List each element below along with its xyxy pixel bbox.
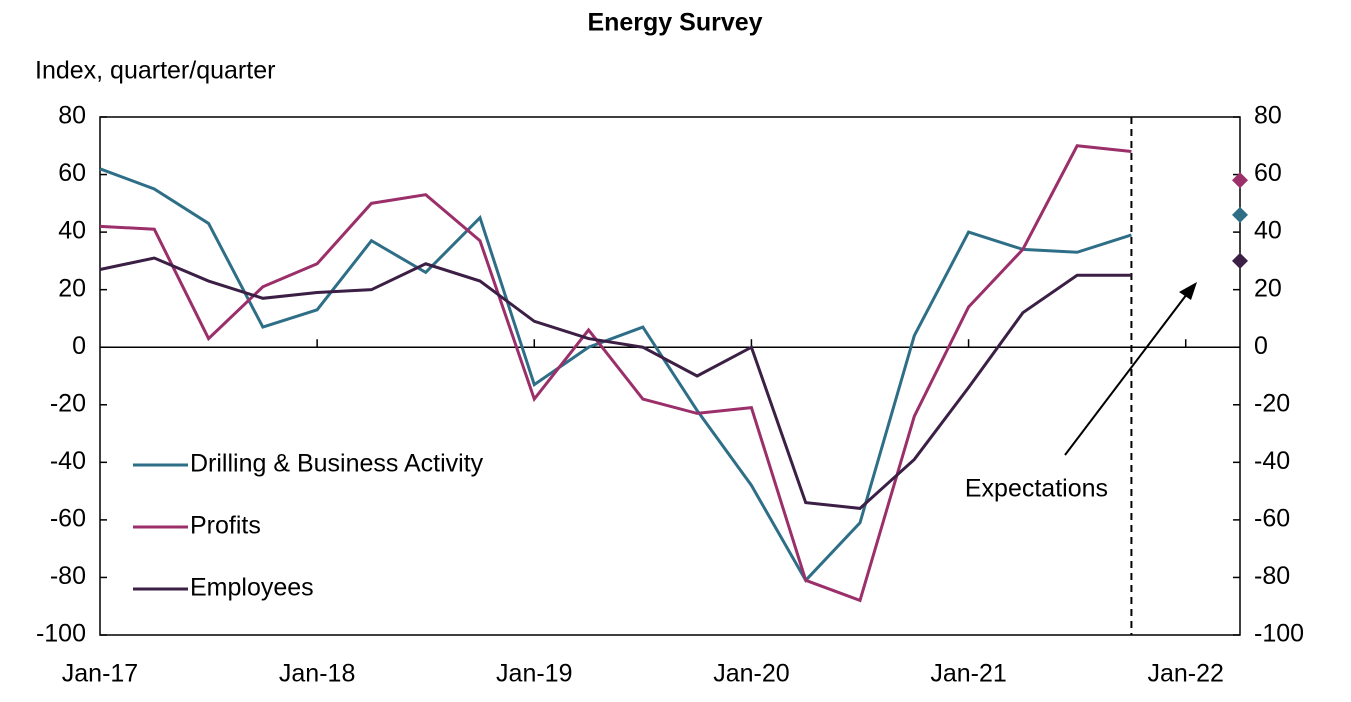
y2-tick-label: -20 <box>1254 389 1290 417</box>
y-tick-label: 20 <box>58 274 86 302</box>
y2-tick-label: -60 <box>1254 504 1290 532</box>
expectation-marker <box>1232 206 1248 223</box>
x-tick-label: Jan-21 <box>930 660 1006 688</box>
y-tick-label: 60 <box>58 159 86 187</box>
expectation-marker <box>1232 252 1248 269</box>
series-line <box>99 167 1132 583</box>
x-tick-label: Jan-17 <box>62 660 138 688</box>
series-line <box>99 256 1132 510</box>
x-tick-label: Jan-19 <box>496 660 572 688</box>
y2-tick-label: 60 <box>1254 159 1282 187</box>
legend-label: Profits <box>190 512 261 540</box>
y-tick-label: 0 <box>72 332 86 360</box>
y-tick-label: -100 <box>36 620 86 648</box>
x-tick-label: Jan-18 <box>279 660 355 688</box>
chart-title: Energy Survey <box>587 9 762 37</box>
y-tick-label: -80 <box>50 562 86 590</box>
y2-tick-label: -40 <box>1254 447 1290 475</box>
annotation-arrow <box>1064 289 1191 456</box>
legend-label: Employees <box>190 574 314 602</box>
y2-tick-label: -100 <box>1254 620 1304 648</box>
y2-tick-label: 40 <box>1254 217 1282 245</box>
y-tick-label: 40 <box>58 217 86 245</box>
y-tick-label: -20 <box>50 389 86 417</box>
y2-tick-label: 20 <box>1254 274 1282 302</box>
y-axis-label: Index, quarter/quarter <box>35 57 275 85</box>
y-tick-label: 80 <box>58 102 86 130</box>
legend-label: Drilling & Business Activity <box>190 450 484 478</box>
arrow-head <box>1179 282 1197 300</box>
y2-tick-label: -80 <box>1254 562 1290 590</box>
y2-tick-label: 80 <box>1254 102 1282 130</box>
x-tick-label: Jan-22 <box>1147 660 1223 688</box>
x-tick-label: Jan-20 <box>713 660 789 688</box>
annotation: Expectations <box>965 475 1108 503</box>
plot-area <box>99 116 1241 636</box>
y2-tick-label: 0 <box>1254 332 1268 360</box>
expectation-marker <box>1232 172 1248 189</box>
y-tick-label: -40 <box>50 447 86 475</box>
y-tick-label: -60 <box>50 504 86 532</box>
series-line <box>99 144 1132 603</box>
